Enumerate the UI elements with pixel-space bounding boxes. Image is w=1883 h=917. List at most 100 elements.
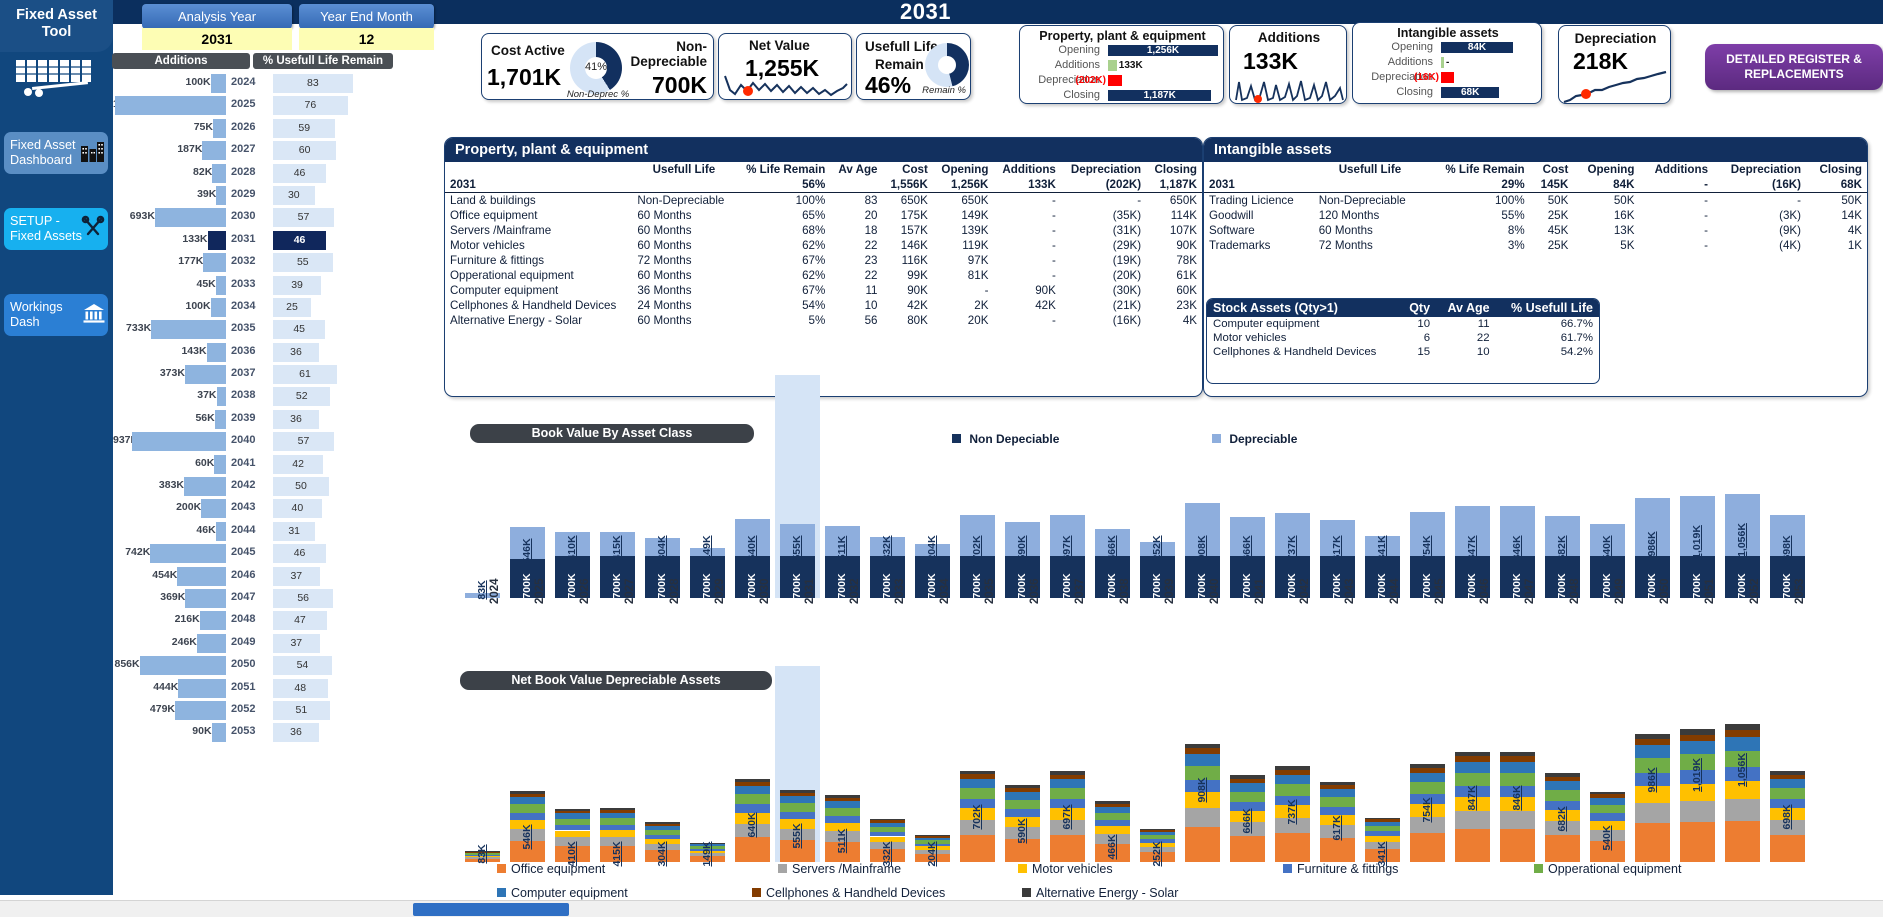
year-row[interactable]: 143K 2036 36 — [113, 341, 394, 363]
stacked-bar-column[interactable]: 341K — [1364, 817, 1401, 867]
year-row[interactable]: 177K 2032 55 — [113, 251, 394, 273]
stacked-bar-column[interactable]: 640K — [734, 778, 771, 862]
bar-column[interactable]: 700K 1,019K — [1679, 496, 1716, 599]
bar-column[interactable]: 700K 415K — [599, 531, 636, 599]
year-row[interactable]: 100K 2024 83 — [113, 72, 394, 94]
year-row[interactable]: 100K 2034 25 — [113, 296, 394, 318]
bar-column[interactable]: 700K 640K — [734, 518, 771, 599]
stacked-bar-column[interactable]: 617K — [1319, 781, 1356, 862]
year-row[interactable]: 937K 2040 57 — [113, 430, 394, 452]
year-row[interactable]: 383K 2042 50 — [113, 475, 394, 497]
table-row[interactable]: Cellphones & Handheld Devices 24 Months 54… — [445, 298, 1202, 313]
bar-column[interactable]: 700K 698K — [1769, 515, 1806, 599]
detailed-register-button[interactable]: DETAILED REGISTER & REPLACEMENTS — [1705, 44, 1883, 90]
bar-column[interactable]: 700K 149K — [689, 536, 726, 599]
stacked-bar-column[interactable]: 410K — [554, 808, 591, 867]
bar-column[interactable]: 83K — [464, 580, 501, 600]
table-row[interactable]: Motor vehicles 60 Months 62% 22 146K 119K - (29… — [445, 238, 1202, 253]
table-row[interactable]: Computer equipment 10 11 66.7% — [1207, 317, 1599, 331]
bar-column[interactable]: 700K 682K — [1544, 516, 1581, 599]
sidebar-item-fixed-asset-dashboard[interactable]: Fixed Asset Dashboard — [4, 132, 108, 174]
scrollbar-thumb[interactable] — [413, 903, 569, 916]
bar-column[interactable]: 700K 697K — [1049, 515, 1086, 599]
year-row[interactable]: 133K 2031 46 — [113, 229, 394, 251]
analysis-year-input[interactable]: 2031 — [142, 28, 292, 50]
stacked-bar-column[interactable]: 846K — [1499, 751, 1536, 862]
table-row[interactable]: Goodwill 120 Months 55% 25K 16K - (3K) 14K — [1204, 208, 1867, 223]
year-row[interactable]: 454K 2046 37 — [113, 565, 394, 587]
sidebar-item-workings-dash[interactable]: Workings Dash — [4, 294, 108, 336]
stacked-bar-column[interactable]: 590K — [1004, 785, 1041, 862]
bar-column[interactable]: 700K 511K — [824, 526, 861, 599]
stacked-bar-column[interactable]: 555K — [779, 789, 816, 862]
bar-column[interactable]: 700K 546K — [509, 527, 546, 599]
year-row[interactable]: 733K 2035 45 — [113, 318, 394, 340]
stacked-bar-column[interactable]: 754K — [1409, 763, 1446, 862]
bar-column[interactable]: 700K 908K — [1184, 502, 1221, 599]
year-row[interactable]: 369K 2047 56 — [113, 587, 394, 609]
bar-column[interactable]: 700K 1,056K — [1724, 493, 1761, 599]
year-row[interactable]: 444K 2051 48 — [113, 677, 394, 699]
table-row[interactable]: Alternative Energy - Solar 60 Months 5% 56 8… — [445, 313, 1202, 328]
stacked-bar-column[interactable]: 698K — [1769, 771, 1806, 862]
stacked-bar-column[interactable]: 466K — [1094, 801, 1131, 862]
year-row[interactable]: 373K 2037 61 — [113, 363, 394, 385]
stacked-bar-column[interactable]: 847K — [1454, 751, 1491, 862]
year-row[interactable]: 46K 2044 31 — [113, 520, 394, 542]
bar-column[interactable]: 700K 702K — [959, 514, 996, 599]
year-row[interactable]: 742K 2045 46 — [113, 542, 394, 564]
stacked-bar-column[interactable]: 702K — [959, 770, 996, 862]
year-row[interactable]: 56K 2039 36 — [113, 408, 394, 430]
year-row[interactable]: 479K 2052 51 — [113, 699, 394, 721]
stacked-bar-column[interactable]: 332K — [869, 818, 906, 867]
bar-column[interactable]: 700K 304K — [644, 536, 681, 599]
table-row[interactable]: Opperational equipment 60 Months 62% 22 99K 8… — [445, 268, 1202, 283]
bar-column[interactable]: 700K 754K — [1409, 511, 1446, 599]
year-end-month-input[interactable]: 12 — [299, 28, 434, 50]
year-row[interactable]: 45K 2033 39 — [113, 274, 394, 296]
stacked-bar-column[interactable]: 697K — [1049, 771, 1086, 862]
chart-book-value-by-asset-class[interactable]: 83K 700K 546K 700K 410K 700K 415K 700K 304K 700K 1… — [460, 375, 1810, 600]
year-row[interactable]: 82K 2028 46 — [113, 162, 394, 184]
table-row[interactable]: Software 60 Months 8% 45K 13K - (9K) 4K — [1204, 223, 1867, 238]
horizontal-scrollbar[interactable] — [0, 900, 1883, 917]
bar-column[interactable]: 700K 410K — [554, 532, 591, 599]
year-row[interactable]: 75K 2026 59 — [113, 117, 394, 139]
stacked-bar-column[interactable]: 204K — [914, 835, 951, 867]
bar-column[interactable]: 700K 846K — [1499, 506, 1536, 599]
stacked-bar-column[interactable]: 304K — [644, 822, 681, 867]
stacked-bar-column[interactable]: 986K — [1634, 733, 1671, 862]
bar-column[interactable]: 700K 737K — [1274, 512, 1311, 599]
tab-analysis-year[interactable]: Analysis Year — [142, 4, 292, 29]
bar-column[interactable]: 700K 847K — [1454, 506, 1491, 599]
table-row[interactable]: Trading Licience Non-Depreciable 100% 50K 50… — [1204, 193, 1867, 209]
year-row[interactable]: 693K 2030 57 — [113, 206, 394, 228]
year-row[interactable]: 1,118K202576 — [113, 94, 394, 116]
table-row[interactable]: Computer equipment 36 Months 67% 11 90K - 90K (… — [445, 283, 1202, 298]
table-row[interactable]: Servers /Mainframe 60 Months 68% 18 157K 139K… — [445, 223, 1202, 238]
bar-column[interactable]: 700K 590K — [1004, 521, 1041, 599]
stacked-bar-column[interactable]: 546K — [509, 790, 546, 862]
year-row[interactable]: 37K 2038 52 — [113, 385, 394, 407]
bar-column[interactable]: 700K 341K — [1364, 536, 1401, 599]
table-row[interactable]: Land & buildings Non-Depreciable 100% 83 650… — [445, 193, 1202, 209]
stacked-bar-column[interactable]: 908K — [1184, 743, 1221, 862]
year-row[interactable]: 90K 2053 36 — [113, 721, 394, 743]
year-row[interactable]: 216K 2048 47 — [113, 609, 394, 631]
year-row[interactable]: 200K 2043 40 — [113, 497, 394, 519]
stacked-bar-column[interactable]: 666K — [1229, 775, 1266, 862]
bar-column[interactable]: 700K 617K — [1319, 519, 1356, 599]
bar-column[interactable]: 700K 986K — [1634, 498, 1671, 599]
bar-column[interactable]: 700K 252K — [1139, 536, 1176, 599]
bar-column[interactable]: 700K 666K — [1229, 516, 1266, 599]
bar-column[interactable]: 700K 204K — [914, 536, 951, 599]
table-row[interactable]: Trademarks 72 Months 3% 25K 5K - (4K) 1K — [1204, 238, 1867, 253]
sidebar-item-setup-fixed-assets[interactable]: SETUP - Fixed Assets — [4, 208, 108, 250]
year-row[interactable]: 60K 2041 42 — [113, 453, 394, 475]
bar-column[interactable]: 700K 466K — [1094, 528, 1131, 599]
table-row[interactable]: Cellphones & Handheld Devices 15 10 54.2% — [1207, 345, 1599, 359]
stacked-bar-column[interactable]: 540K — [1589, 791, 1626, 862]
stacked-bar-column[interactable]: 511K — [824, 795, 861, 862]
year-row[interactable]: 856K 2050 54 — [113, 654, 394, 676]
table-row[interactable]: Furniture & fittings 72 Months 67% 23 116K 97… — [445, 253, 1202, 268]
